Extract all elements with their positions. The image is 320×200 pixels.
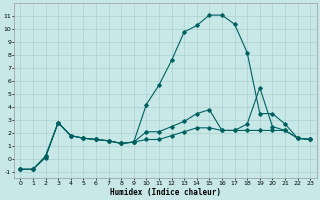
X-axis label: Humidex (Indice chaleur): Humidex (Indice chaleur) — [110, 188, 221, 197]
